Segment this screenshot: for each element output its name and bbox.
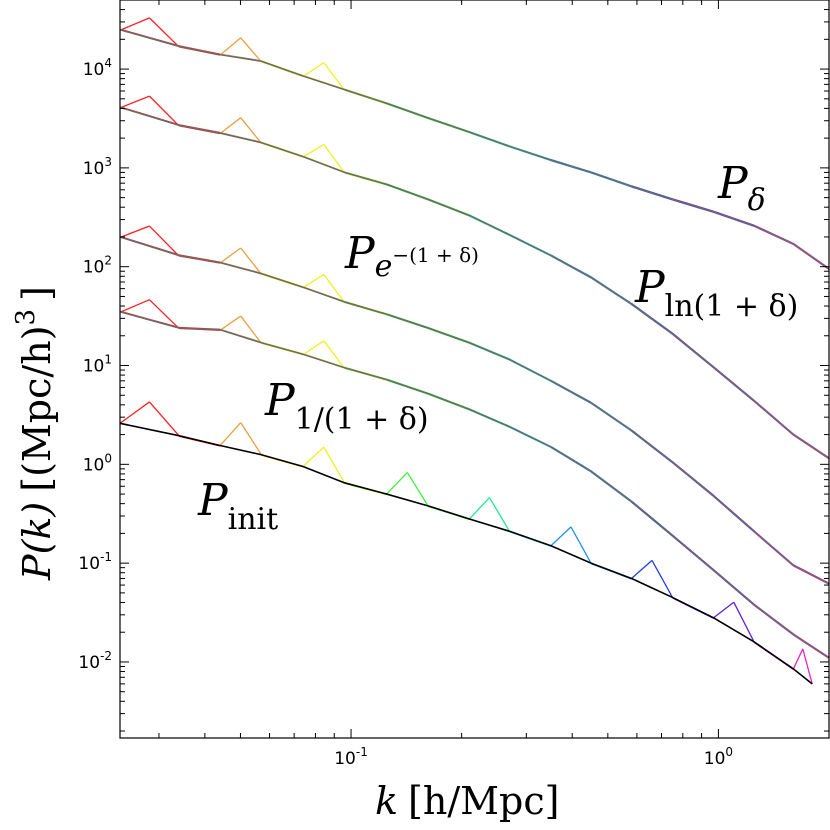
zigzag-segment [302, 446, 325, 468]
series-line-1 [119, 310, 830, 659]
zigzag-segment [651, 560, 674, 598]
zigzag-segment [148, 225, 180, 257]
zigzag-segment [802, 648, 813, 685]
series-3 [119, 95, 830, 460]
y-tick-label: 101 [83, 353, 112, 377]
zigzag-segment [302, 143, 325, 158]
y-tick-label: 102 [83, 254, 112, 278]
zigzag-segment [119, 95, 150, 109]
y-tick-label: 100 [83, 451, 112, 475]
annotation-p-exp: Pe−(1 + δ) [344, 228, 479, 284]
zigzag-segment [792, 648, 804, 670]
zigzag-segment [386, 471, 408, 495]
zigzag-segment [240, 315, 262, 344]
zigzag-segment [219, 37, 242, 56]
zigzag-segment [148, 95, 180, 127]
series-line-3 [119, 106, 830, 459]
zigzag-segment [302, 273, 325, 289]
zigzag-segment [733, 601, 755, 643]
zigzag-segment [240, 37, 262, 63]
series-1 [119, 299, 830, 659]
x-tick-label: 10-1 [334, 745, 368, 769]
series-line-0 [119, 422, 813, 685]
y-tick-label: 104 [83, 56, 112, 80]
zigzag-segment [406, 472, 429, 507]
zigzag-segment [240, 422, 262, 456]
zigzag-segment [323, 446, 346, 484]
annotation-p-inv: P1/(1 + δ) [264, 375, 429, 437]
zigzag-segment [219, 315, 242, 331]
zigzag-segment [219, 422, 242, 446]
zigzag-segment [148, 401, 180, 437]
y-tick-label: 10-2 [78, 649, 112, 673]
series-line-4 [119, 28, 830, 270]
zigzag-segment [631, 559, 653, 579]
series-layer [119, 17, 830, 685]
zigzag-segment [570, 526, 592, 564]
series-2 [119, 225, 830, 585]
series-4 [119, 17, 830, 270]
zigzag-segment [240, 117, 262, 144]
plot-frame [119, 0, 830, 739]
zigzag-segment [149, 17, 180, 48]
tick-layer: 10-1 100 104 103 102 101 100 10-1 10-2 [78, 0, 830, 769]
annotation-p-init: Pinit [197, 475, 278, 537]
zigzag-segment [302, 340, 325, 356]
zigzag-segment [219, 247, 242, 264]
zigzag-segment [219, 117, 242, 135]
y-tick-label: 103 [83, 155, 112, 179]
zigzag-segment [119, 401, 150, 424]
zigzag-segment [119, 17, 150, 31]
zigzag-segment [240, 247, 262, 275]
series-line-2 [119, 236, 830, 585]
zigzag-segment [550, 526, 572, 547]
zigzag-segment [323, 274, 346, 303]
annotation-p-delta: Pδ [717, 158, 766, 218]
zigzag-segment [713, 601, 735, 619]
zigzag-segment [119, 225, 150, 239]
series-0 [119, 401, 813, 685]
zigzag-segment [149, 299, 180, 329]
x-axis-label: k [h/Mpc] [375, 779, 559, 823]
y-tick-label: 10-1 [78, 550, 112, 574]
annotation-p-ln: Pln(1 + δ) [634, 262, 798, 324]
zigzag-segment [119, 299, 150, 313]
zigzag-segment [323, 340, 346, 369]
zigzag-segment [323, 62, 346, 91]
x-tick-label: 100 [704, 745, 733, 769]
zigzag-segment [302, 62, 325, 78]
zigzag-segment [323, 143, 346, 174]
y-axis-label: P(k)[(Mpc/h)3] [11, 286, 59, 581]
zigzag-segment [488, 497, 511, 532]
zigzag-segment [468, 497, 490, 520]
